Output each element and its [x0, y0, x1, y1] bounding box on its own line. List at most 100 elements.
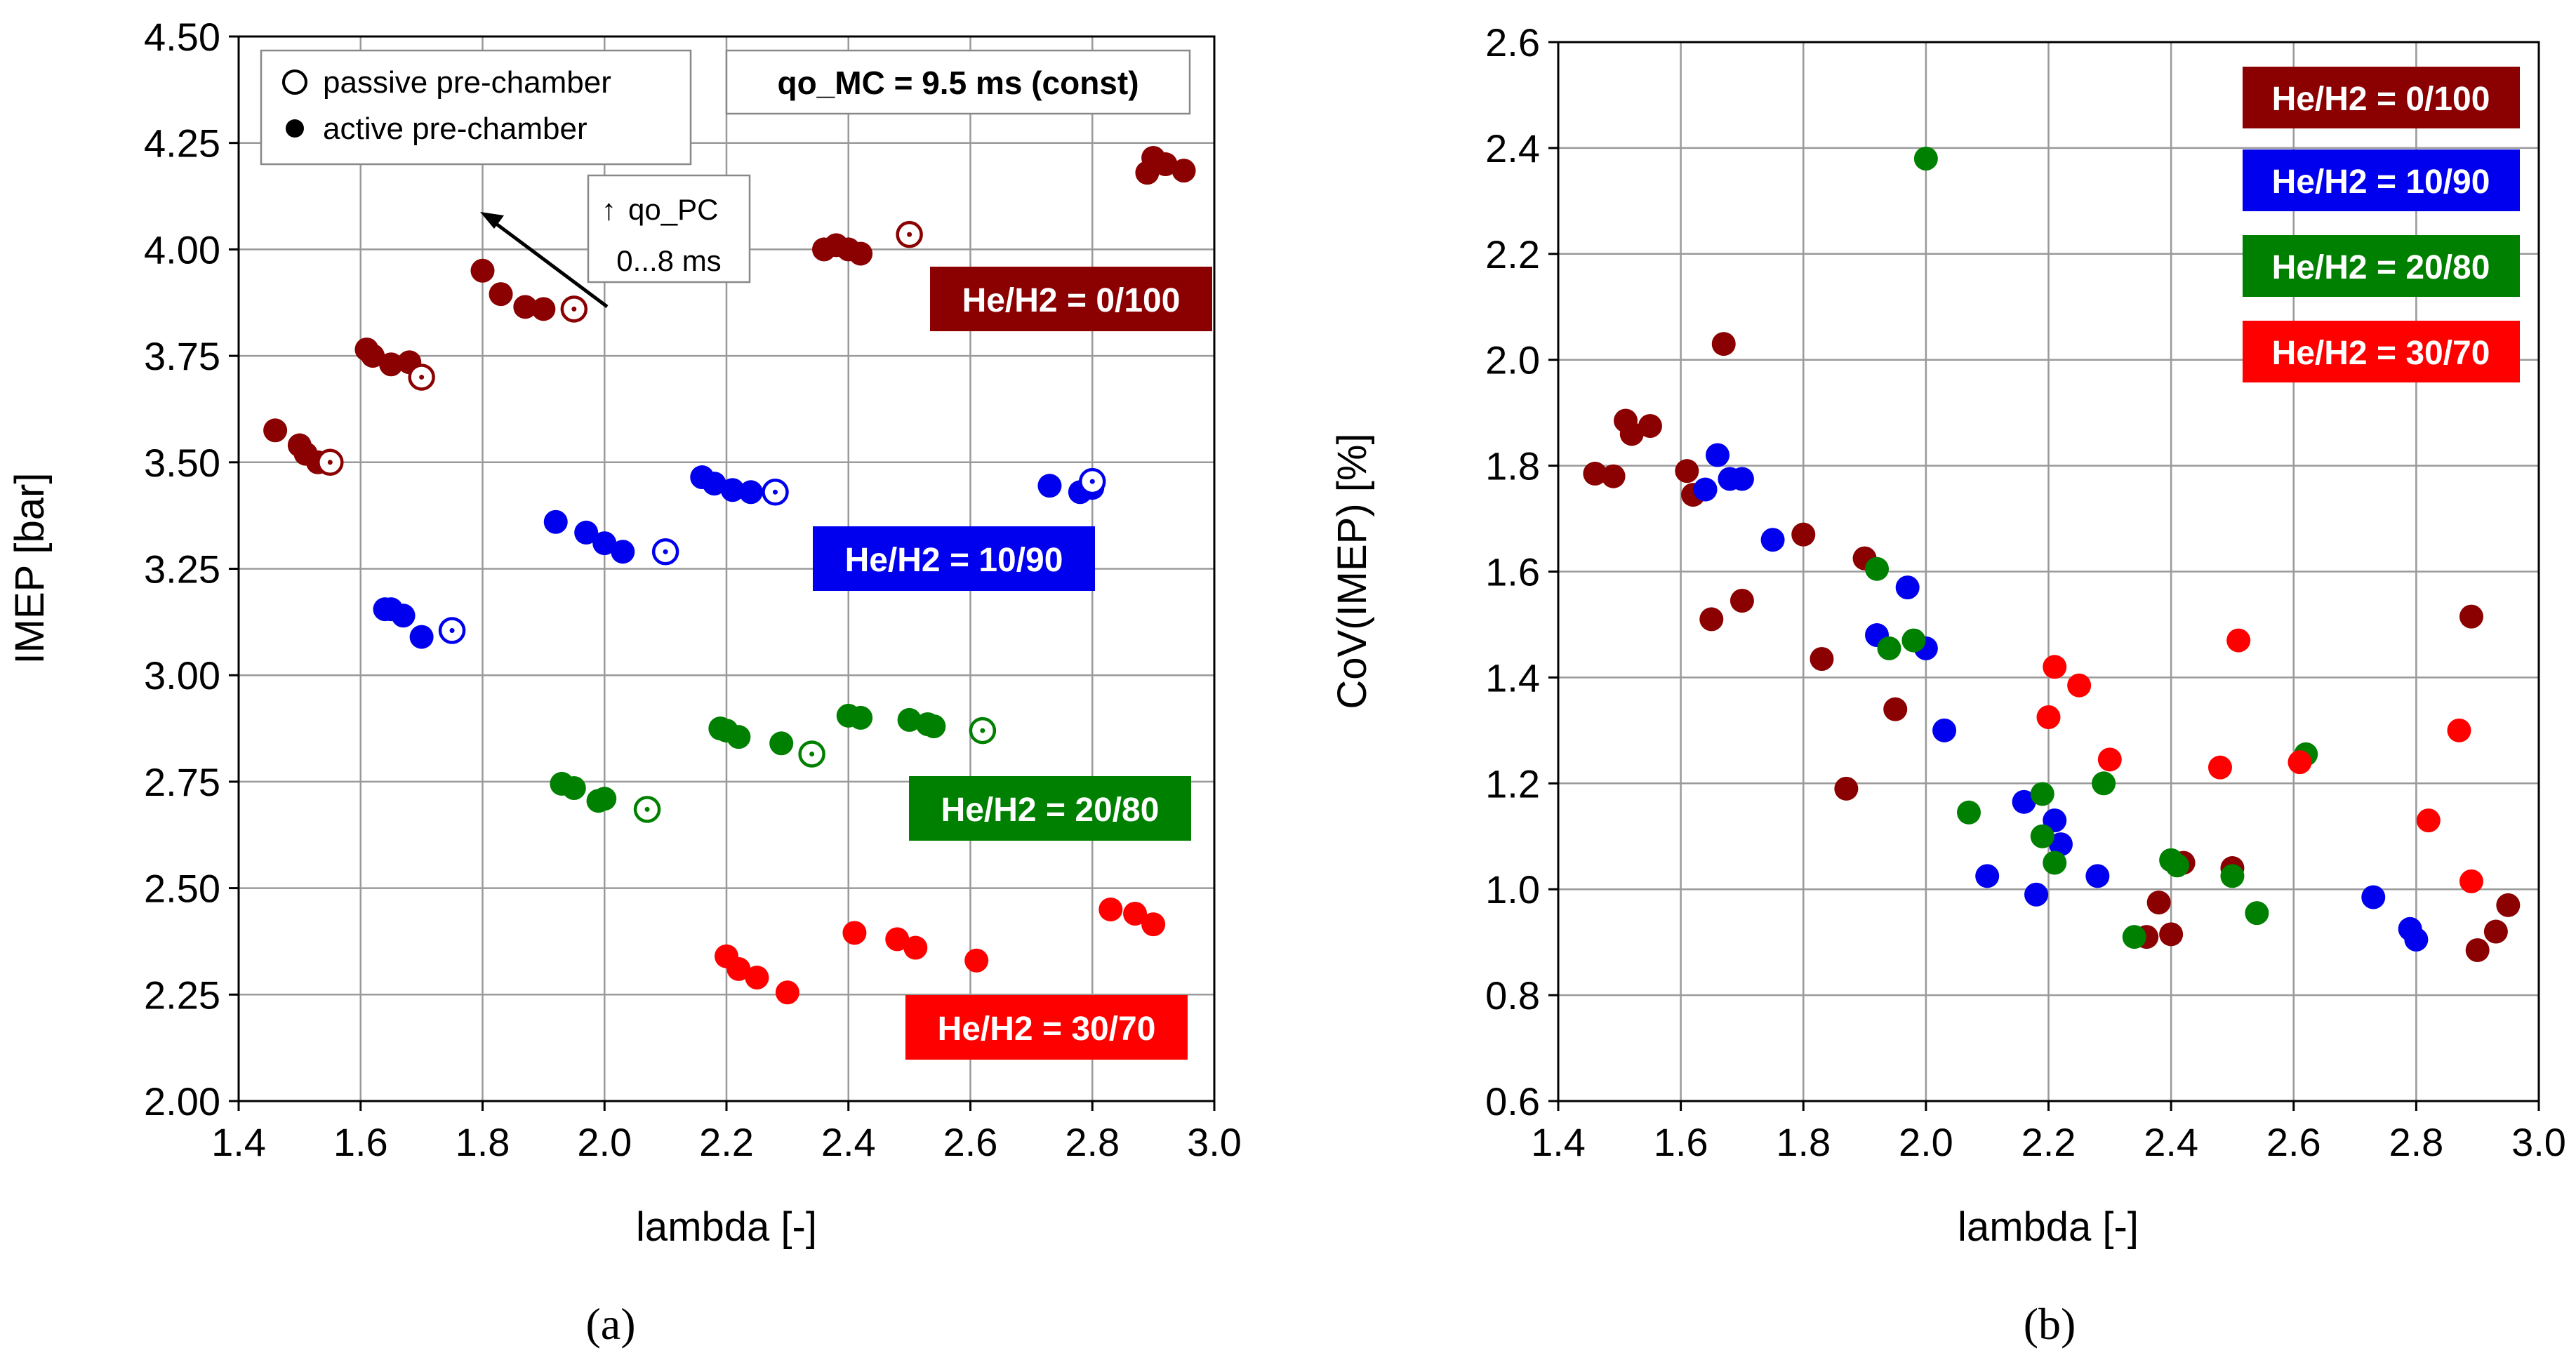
legend-passive-marker — [282, 69, 307, 95]
b-data-point — [2097, 747, 2122, 772]
b-data-point — [2288, 750, 2312, 775]
a-passive-point-center — [809, 751, 815, 756]
b-y-tick-label: 1.4 — [1485, 655, 1540, 700]
a-passive-point-center — [773, 489, 778, 495]
a-data-point — [1141, 912, 1166, 937]
a-x-tick-label: 1.4 — [211, 1120, 266, 1164]
a-data-point — [897, 707, 922, 732]
a-data-point — [1098, 897, 1123, 921]
b-data-point — [2036, 705, 2061, 729]
a-y-tick-label: 4.50 — [144, 15, 220, 59]
a-x-tick-label: 2.0 — [577, 1120, 632, 1164]
qo-pc-annotation-box — [587, 174, 751, 284]
a-data-point — [885, 927, 910, 952]
series-label-text-0: He/H2 = 0/100 — [962, 282, 1181, 319]
b-data-point — [1711, 332, 1736, 356]
a-passive-point-center — [980, 728, 985, 733]
a-data-point — [775, 980, 799, 1005]
b-data-point — [2245, 901, 2269, 926]
b-data-point — [2067, 673, 2092, 698]
series-label-box-2 — [909, 776, 1191, 841]
b-data-point — [2459, 604, 2483, 629]
a-data-point — [702, 472, 726, 496]
a-y-tick-label: 4.00 — [144, 227, 220, 272]
chart-b-series-label-1: He/H2 = 10/90 — [2243, 149, 2520, 211]
b-x-tick-label: 1.6 — [1654, 1120, 1708, 1164]
b-series-2 — [1865, 146, 2318, 949]
a-y-tick-label: 2.00 — [144, 1079, 220, 1124]
a-passive-point-center — [663, 549, 668, 554]
b-data-point — [2043, 655, 2067, 679]
chart-a-legend-box — [260, 49, 692, 166]
chart-b-grid — [1558, 42, 2539, 1101]
a-y-tick-label: 2.75 — [144, 760, 220, 804]
b-data-point — [1913, 146, 1938, 171]
b-y-tick-label: 1.8 — [1485, 444, 1540, 488]
b-x-tick-label: 2.2 — [2021, 1120, 2076, 1164]
a-x-tick-label: 2.6 — [943, 1120, 998, 1164]
b-series-label-text-2: He/H2 = 20/80 — [2272, 249, 2490, 286]
qo-pc-range: 0...8 ms — [616, 244, 721, 277]
series-label-text-3: He/H2 = 30/70 — [938, 1011, 1156, 1048]
b-data-point — [1729, 467, 1754, 491]
b-data-point — [1791, 522, 1816, 547]
a-y-tick-label: 2.25 — [144, 973, 220, 1017]
a-series-2 — [550, 703, 997, 823]
b-data-point — [1895, 575, 1920, 600]
a-x-tick-label: 1.6 — [333, 1120, 388, 1164]
chart-b-y-axis-label: CoV(IMEP) [%] — [1329, 433, 1375, 709]
b-series-0 — [1583, 332, 2521, 962]
chart-b: 0.6 0.8 1.0 1.2 1.4 1.6 1.8 2.0 2.2 2.4 2.6 1.4 1.6… — [1329, 20, 2566, 1349]
b-data-point — [1729, 588, 1754, 613]
b-x-tick-label: 2.6 — [2266, 1120, 2321, 1164]
b-data-point — [2447, 718, 2471, 742]
a-data-point — [922, 714, 946, 739]
b-x-tick-label: 1.8 — [1776, 1120, 1831, 1164]
b-series-label-text-3: He/H2 = 30/70 — [2272, 335, 2490, 372]
series-label-box-3 — [905, 995, 1188, 1060]
b-series-label-box-3 — [2243, 321, 2520, 382]
b-series-1 — [1693, 443, 2429, 952]
a-data-point — [964, 948, 989, 973]
a-data-point — [1171, 159, 1196, 183]
b-data-point — [2024, 882, 2049, 907]
b-y-tick-label: 2.0 — [1485, 338, 1540, 382]
chart-a-series-label-0: He/H2 = 0/100 — [930, 267, 1212, 331]
a-data-point — [263, 418, 288, 443]
b-data-point — [2483, 919, 2508, 944]
a-data-point — [379, 352, 404, 377]
chart-a-x-axis-label: lambda [-] — [636, 1204, 817, 1250]
b-y-tick-label: 1.6 — [1485, 550, 1540, 594]
a-data-point — [903, 935, 928, 960]
b-data-point — [2404, 927, 2429, 952]
qo-pc-up-arrow-icon: ↑ — [602, 193, 616, 226]
b-series-label-box-1 — [2243, 149, 2520, 211]
b-series-3 — [2036, 628, 2483, 893]
chart-a-series-label-2: He/H2 = 20/80 — [909, 776, 1191, 841]
a-series-1 — [373, 465, 1106, 649]
b-data-point — [1699, 607, 1724, 632]
a-data-point — [611, 540, 635, 564]
chart-b-y-ticks: 0.6 0.8 1.0 1.2 1.4 1.6 1.8 2.0 2.2 2.4 2.6 — [1485, 20, 1558, 1124]
b-data-point — [2030, 782, 2054, 806]
b-data-point — [2159, 922, 2184, 947]
a-data-point — [849, 241, 873, 266]
chart-a-note: qo_MC = 9.5 ms (const) — [725, 49, 1191, 115]
a-y-tick-label: 4.25 — [144, 121, 220, 166]
qo-pc-arrow-head-icon — [480, 212, 504, 229]
chart-a-series-label-1: He/H2 = 10/90 — [813, 526, 1095, 591]
series-label-box-1 — [813, 526, 1095, 591]
qo-pc-label: qo_PC — [628, 193, 718, 226]
a-series-0 — [263, 145, 1196, 476]
a-y-tick-label: 3.75 — [144, 334, 220, 378]
b-data-point — [2012, 789, 2036, 814]
b-data-point — [1810, 646, 1834, 671]
a-passive-point-center — [644, 806, 650, 812]
b-data-point — [2361, 885, 2386, 909]
legend-active-marker — [286, 119, 304, 138]
a-data-point — [592, 531, 617, 556]
b-series-label-text-0: He/H2 = 0/100 — [2272, 81, 2490, 118]
b-y-tick-label: 2.6 — [1485, 20, 1540, 65]
b-data-point — [1975, 864, 2000, 888]
